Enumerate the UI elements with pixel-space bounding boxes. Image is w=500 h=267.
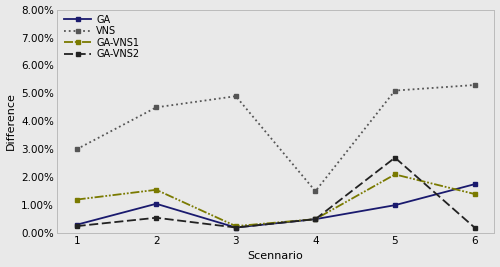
GA <box>74 223 80 226</box>
VNS <box>472 83 478 87</box>
GA-VNS1 <box>233 225 239 228</box>
GA-VNS1 <box>153 188 159 191</box>
VNS <box>233 95 239 98</box>
GA <box>153 202 159 205</box>
GA-VNS1 <box>472 193 478 196</box>
GA-VNS1 <box>74 198 80 201</box>
Y-axis label: Difference: Difference <box>6 92 16 150</box>
VNS <box>153 106 159 109</box>
VNS <box>74 148 80 151</box>
Line: GA: GA <box>74 182 477 230</box>
VNS <box>392 89 398 92</box>
Line: VNS: VNS <box>74 83 477 194</box>
GA-VNS2 <box>153 216 159 219</box>
GA-VNS2 <box>312 218 318 221</box>
Line: GA-VNS1: GA-VNS1 <box>74 172 477 229</box>
Legend: GA, VNS, GA-VNS1, GA-VNS2: GA, VNS, GA-VNS1, GA-VNS2 <box>61 12 142 62</box>
Line: GA-VNS2: GA-VNS2 <box>74 155 477 230</box>
GA-VNS1 <box>312 218 318 221</box>
GA <box>233 226 239 229</box>
GA <box>312 218 318 221</box>
GA <box>392 203 398 207</box>
GA-VNS2 <box>392 156 398 159</box>
GA-VNS1 <box>392 173 398 176</box>
VNS <box>312 190 318 193</box>
X-axis label: Scennario: Scennario <box>248 252 304 261</box>
GA <box>472 183 478 186</box>
GA-VNS2 <box>472 226 478 229</box>
GA-VNS2 <box>233 226 239 229</box>
GA-VNS2 <box>74 225 80 228</box>
